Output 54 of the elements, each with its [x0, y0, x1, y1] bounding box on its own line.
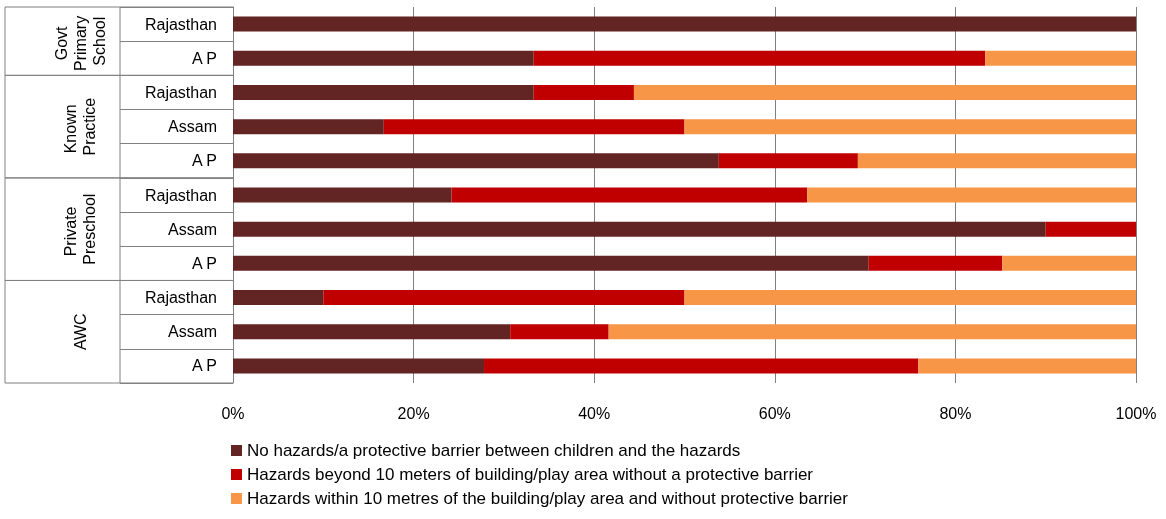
y-tick-label: Rajasthan: [144, 15, 217, 33]
bar: [233, 153, 719, 169]
y-tick-label: A P: [192, 357, 217, 375]
y-tick-label: Assam: [168, 220, 217, 238]
bar: [233, 187, 452, 203]
text: Govt Primary School: [52, 11, 108, 71]
bar: [807, 187, 1136, 203]
bar: [533, 50, 986, 66]
bar: [1002, 255, 1136, 271]
bar: [383, 119, 685, 135]
bar: [484, 358, 919, 374]
bar: [510, 324, 609, 340]
text: Known Practice: [62, 97, 98, 156]
bar: [451, 187, 808, 203]
legend-label: No hazards/a protective barrier between children and the hazards: [247, 441, 741, 460]
bar: [233, 358, 485, 374]
bar: [633, 84, 1136, 100]
legend-label: Hazards beyond 10 meters of building/play area without a protective barrier: [247, 465, 814, 484]
bar: [233, 119, 384, 135]
bar: [608, 324, 1136, 340]
text: AWC: [71, 313, 89, 351]
bar: [233, 84, 534, 100]
legend-label: Hazards within 10 metres of the building/play area and without protective barrier: [247, 489, 849, 508]
bar: [857, 153, 1136, 169]
bar: [985, 50, 1136, 66]
bar: [323, 290, 685, 306]
bar: [918, 358, 1136, 374]
bar: [233, 290, 324, 306]
x-tick-label: 40%: [578, 404, 611, 422]
text: Private Preschool: [62, 193, 98, 265]
x-tick-label: 100%: [1115, 404, 1157, 422]
x-tick-label: 0%: [221, 404, 245, 422]
y-tick-label: A P: [192, 49, 217, 67]
y-tick-label: A P: [192, 254, 217, 272]
x-tick-label: 60%: [758, 404, 791, 422]
bar: [1045, 221, 1136, 237]
bar: [718, 153, 858, 169]
bar: [233, 324, 511, 340]
bar: [233, 221, 1046, 237]
x-tick-label: 20%: [397, 404, 430, 422]
bar: [233, 50, 534, 66]
bar: [684, 290, 1136, 306]
y-tick-label: Rajasthan: [144, 83, 217, 101]
y-tick-label: Rajasthan: [144, 186, 217, 204]
y-tick-label: Assam: [168, 118, 217, 136]
y-tick-label: Assam: [168, 323, 217, 341]
bar: [868, 255, 1003, 271]
x-tick-label: 80%: [939, 404, 972, 422]
y-tick-label: A P: [192, 152, 217, 170]
bar: [684, 119, 1136, 135]
bar: [533, 84, 634, 100]
bar: [233, 255, 869, 271]
bar: [233, 16, 1136, 32]
y-tick-label: Rajasthan: [144, 289, 217, 307]
